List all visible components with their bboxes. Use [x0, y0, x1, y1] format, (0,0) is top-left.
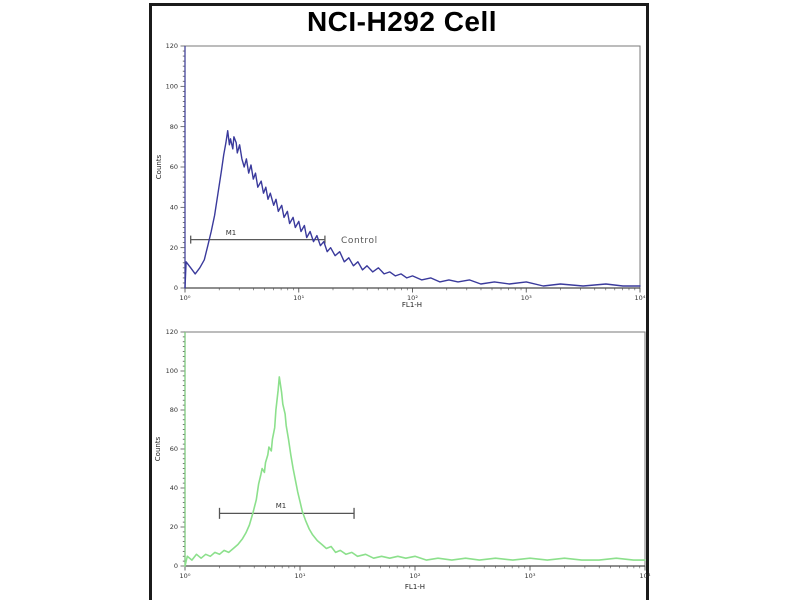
x-tick-label: 10³ [521, 294, 532, 302]
x-tick-label: 10³ [525, 572, 536, 580]
histogram-curve [184, 129, 641, 289]
x-tick-label: 10² [407, 294, 418, 302]
y-tick-label: 20 [170, 244, 178, 252]
figure-title: NCI-H292 Cell [306, 6, 498, 37]
y-tick-label: 120 [166, 42, 178, 50]
x-tick-label: 10² [410, 572, 421, 580]
x-tick-label: 10¹ [293, 294, 304, 302]
y-tick-label: 80 [170, 123, 178, 131]
y-tick-label: 40 [170, 204, 178, 212]
histogram-curve [184, 376, 646, 567]
y-tick-label: 120 [166, 328, 178, 336]
x-axis-title: FL1-H [405, 583, 425, 591]
y-tick-label: 0 [174, 284, 178, 292]
y-tick-label: 60 [170, 163, 178, 171]
y-tick-label: 60 [170, 445, 178, 453]
y-tick-label: 80 [170, 406, 178, 414]
x-tick-label: 10⁰ [180, 294, 191, 302]
y-tick-label: 100 [166, 83, 178, 91]
plot-frame [184, 331, 646, 567]
y-axis-title: Counts [155, 154, 163, 179]
y-tick-label: 0 [174, 562, 178, 570]
x-tick-label: 10⁴ [635, 294, 646, 302]
x-axis-title: FL1-H [402, 301, 422, 309]
y-tick-label: 40 [170, 484, 178, 492]
antibody-histogram-plot: 10⁴ 10³ 10² 10¹ 10⁰ 120 100 80 60 40 20 0 Counts FL1… [154, 328, 651, 591]
plot-frame [184, 45, 641, 289]
control-annotation: Control [341, 236, 378, 246]
y-axis-title: Counts [154, 436, 162, 461]
figure-border [149, 3, 649, 600]
control-histogram-plot: 10⁴ 10³ 10² 10¹ 10⁰ 120 100 80 60 40 20 0 Counts FL1… [155, 42, 646, 309]
x-tick-label: 10¹ [295, 572, 306, 580]
y-tick-label: 20 [170, 523, 178, 531]
y-tick-label: 100 [166, 367, 178, 375]
x-tick-label: 10⁰ [180, 572, 191, 580]
gate-m1-label: M1 [276, 502, 287, 510]
x-tick-label: 10⁴ [640, 572, 651, 580]
gate-m1-label: M1 [226, 229, 237, 237]
